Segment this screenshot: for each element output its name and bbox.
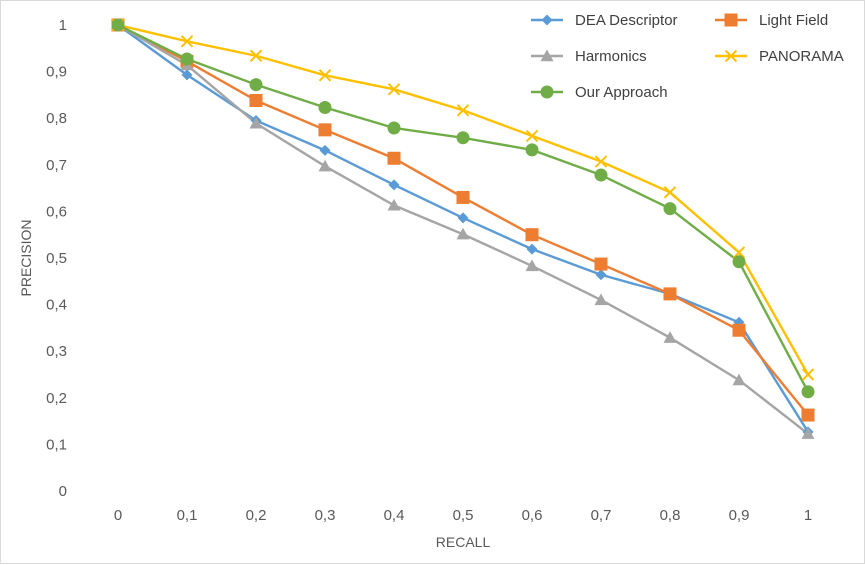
data-point (249, 116, 263, 129)
data-point (456, 227, 470, 240)
data-point (663, 186, 677, 199)
legend-label: Light Field (759, 12, 828, 29)
x-tick-label: 0,2 (246, 507, 267, 524)
data-point (387, 121, 401, 135)
y-axis-tick-labels: 0 0,1 0,2 0,3 0,4 0,5 0,6 0,7 0,8 0,9 1 (46, 17, 67, 500)
data-point (249, 93, 263, 107)
data-point (111, 18, 125, 32)
data-point (663, 202, 677, 216)
data-point (663, 331, 677, 343)
data-point (732, 255, 746, 269)
legend-item: Light Field (715, 12, 828, 29)
legend-marker (724, 49, 738, 63)
data-point (525, 143, 539, 157)
legend-marker (540, 85, 554, 99)
legend-item: DEA Descriptor (531, 12, 678, 29)
data-point (525, 129, 539, 143)
legend-marker (540, 49, 554, 62)
data-point (526, 243, 538, 255)
data-point (732, 246, 746, 259)
y-tick-label: 0,6 (46, 203, 67, 220)
data-point (180, 52, 194, 66)
legend-item: Our Approach (531, 84, 668, 101)
data-point (525, 228, 539, 242)
data-point (732, 323, 746, 337)
data-point (387, 83, 401, 96)
data-point (801, 427, 815, 439)
data-point (318, 100, 332, 114)
y-tick-label: 0,1 (46, 436, 67, 453)
data-point (319, 144, 331, 156)
x-tick-label: 0 (114, 507, 122, 524)
data-point (594, 257, 608, 271)
x-tick-label: 0,1 (177, 507, 198, 524)
legend-item: PANORAMA (715, 48, 844, 65)
y-tick-label: 0,3 (46, 343, 67, 360)
data-point (801, 385, 815, 399)
legend-marker (541, 14, 553, 26)
data-point (457, 212, 469, 224)
x-tick-label: 0,3 (315, 507, 336, 524)
legend-item: Harmonics (531, 48, 647, 65)
data-point (801, 408, 815, 422)
data-point (181, 69, 193, 81)
data-point (318, 69, 332, 82)
y-tick-label: 0,7 (46, 157, 67, 174)
data-point (456, 131, 470, 145)
data-point (387, 198, 401, 211)
data-point (388, 179, 400, 191)
y-tick-label: 0,8 (46, 110, 67, 127)
y-tick-label: 1 (59, 17, 67, 34)
data-point (249, 78, 263, 92)
x-tick-label: 0,8 (660, 507, 681, 524)
y-axis-title: PRECISION (18, 219, 34, 296)
data-point (180, 35, 194, 48)
data-point (663, 287, 677, 301)
data-point (387, 151, 401, 165)
y-tick-label: 0,5 (46, 250, 67, 267)
data-point (594, 293, 608, 306)
y-tick-label: 0 (59, 483, 67, 500)
x-tick-label: 0,6 (522, 507, 543, 524)
y-tick-label: 0,4 (46, 297, 67, 314)
data-point (594, 155, 608, 168)
y-tick-label: 0,9 (46, 64, 67, 81)
x-tick-label: 1 (804, 507, 812, 524)
x-axis-tick-labels: 0 0,1 0,2 0,3 0,4 0,5 0,6 0,7 0,8 0,9 1 (114, 507, 812, 524)
data-point (249, 49, 263, 62)
data-point (456, 190, 470, 204)
x-tick-label: 0,4 (384, 507, 405, 524)
series-markers (111, 18, 815, 439)
x-tick-label: 0,9 (729, 507, 750, 524)
data-point (525, 259, 539, 272)
data-point (456, 104, 470, 117)
legend-marker (724, 13, 738, 27)
legend: DEA Descriptor Light Field Harmonics PANORA… (531, 12, 844, 101)
data-point (801, 368, 815, 381)
data-point (318, 159, 332, 172)
data-point (594, 168, 608, 182)
data-point (318, 123, 332, 137)
y-tick-label: 0,2 (46, 390, 67, 407)
x-tick-label: 0,5 (453, 507, 474, 524)
x-axis-title: RECALL (436, 534, 491, 550)
legend-label: Our Approach (575, 84, 668, 101)
data-point (732, 373, 746, 386)
data-point (595, 269, 607, 281)
legend-label: Harmonics (575, 48, 647, 65)
legend-label: PANORAMA (759, 48, 844, 65)
x-tick-label: 0,7 (591, 507, 612, 524)
legend-label: DEA Descriptor (575, 12, 678, 29)
